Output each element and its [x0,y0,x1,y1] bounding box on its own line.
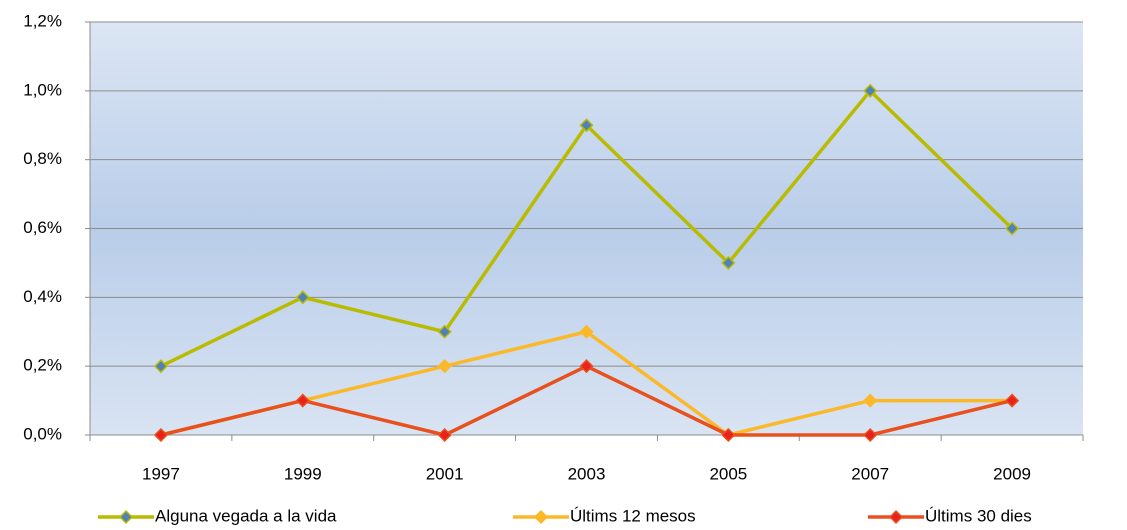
point-marker [579,359,594,374]
x-tick-label: 2001 [426,464,464,483]
point-marker [721,255,736,270]
x-tick-label: 1999 [284,464,322,483]
legend-label: Últims 30 dies [925,506,1032,525]
point-marker [295,393,310,408]
point-marker [1005,393,1020,408]
x-tick-label: 2009 [993,464,1031,483]
point-marker [721,427,736,443]
legend-label: Últims 12 mesos [570,506,696,525]
point-marker [863,427,878,443]
point-marker [863,393,878,408]
x-tick-label: 2007 [851,464,889,483]
x-tick-label: 2003 [568,464,606,483]
y-tick-label: 1,0% [23,80,62,99]
point-marker [863,83,878,98]
point-marker [437,427,452,443]
y-tick-label: 0,6% [23,218,62,237]
legend-marker [533,509,549,525]
point-marker [295,290,310,305]
y-tick-label: 1,2% [23,11,62,30]
y-tick-label: 0,2% [23,356,62,375]
point-marker [579,324,594,339]
x-tick-label: 1997 [142,464,180,483]
point-marker [579,118,594,133]
point-marker [153,427,168,443]
point-marker [153,359,168,374]
legend-marker [118,509,134,525]
y-tick-label: 0,4% [23,287,62,306]
y-tick-label: 0,0% [23,424,62,443]
legend-marker [888,509,904,525]
point-marker [437,324,452,339]
y-tick-label: 0,8% [23,149,62,168]
x-tick-label: 2005 [709,464,747,483]
point-marker [437,359,452,374]
legend-label: Alguna vegada a la vida [155,506,337,525]
point-marker [1005,221,1020,236]
